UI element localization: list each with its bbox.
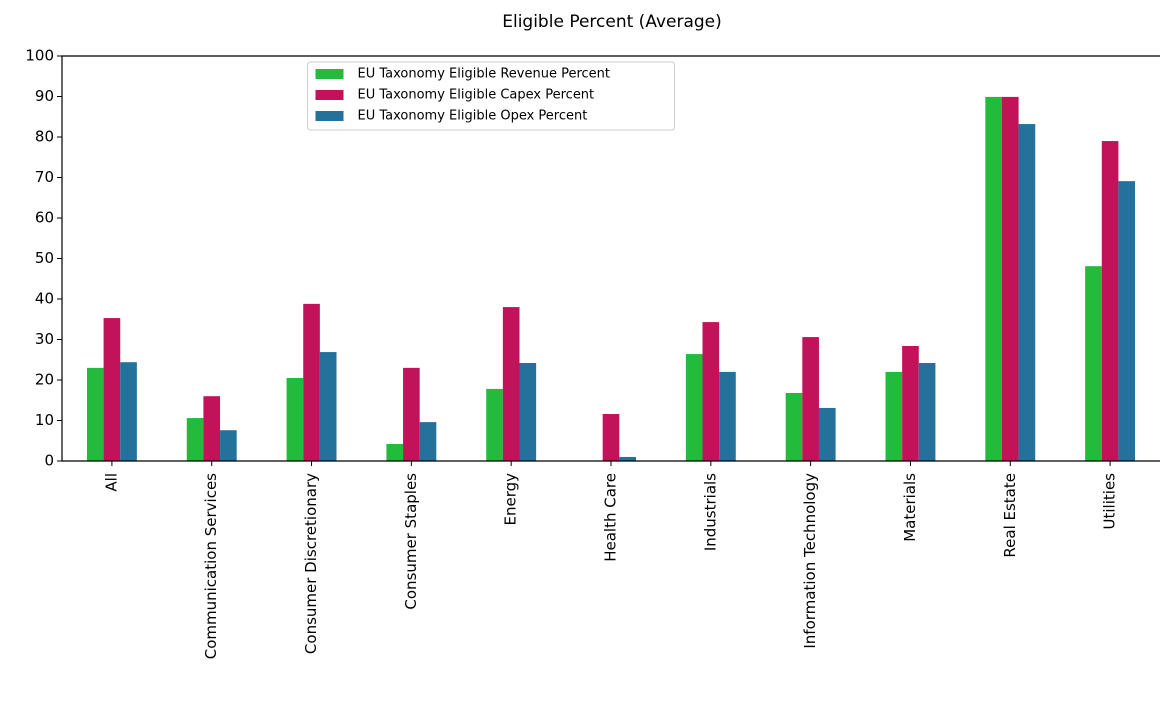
bar: [120, 362, 137, 461]
bar: [985, 96, 1002, 461]
bar: [502, 307, 520, 461]
axes-frame: [61, 55, 1160, 462]
bar: [203, 396, 221, 461]
bar: [685, 354, 703, 461]
legend-box: [307, 61, 675, 131]
bar: [519, 362, 537, 461]
y-tick-label: 20: [35, 371, 54, 389]
bar: [86, 367, 104, 461]
bar: [1001, 96, 1019, 461]
y-tick-label: 0: [44, 452, 54, 470]
x-tick-label: Utilities: [1101, 473, 1119, 530]
bar: [1101, 141, 1119, 462]
bar: [1118, 181, 1136, 461]
x-tick-label: Consumer Staples: [402, 473, 420, 610]
bar: [303, 303, 320, 461]
bar: [719, 371, 736, 461]
legend-label: EU Taxonomy Eligible Opex Percent: [358, 109, 588, 124]
y-tick-label: 100: [25, 47, 54, 65]
bar: [918, 362, 936, 461]
bar: [802, 337, 819, 461]
bar: [885, 371, 903, 461]
y-tick-label: 30: [35, 330, 54, 348]
x-tick-label: Consumer Discretionary: [302, 473, 320, 654]
bar: [602, 414, 620, 461]
bar: [486, 388, 503, 461]
x-tick-label: Energy: [502, 473, 520, 526]
legend-swatch: [315, 69, 344, 79]
bar: [186, 418, 204, 461]
bar: [403, 367, 420, 461]
y-tick-label: 60: [35, 209, 54, 227]
legend-swatch: [315, 90, 344, 100]
y-tick-label: 50: [35, 249, 54, 267]
y-tick-label: 70: [35, 168, 54, 186]
x-tick-label: All: [102, 473, 120, 492]
legend-label: EU Taxonomy Eligible Capex Percent: [358, 88, 595, 103]
y-tick-label: 40: [35, 290, 54, 308]
bar: [220, 430, 237, 461]
bar: [702, 322, 720, 461]
legend-swatch: [315, 111, 344, 121]
bar: [103, 318, 121, 461]
bar: [286, 377, 304, 461]
bar: [1018, 124, 1036, 461]
y-tick-label: 90: [35, 87, 54, 105]
bar: [785, 392, 803, 461]
bar: [1085, 266, 1102, 461]
x-tick-label: Materials: [901, 473, 919, 542]
x-tick-label: Communication Services: [202, 473, 220, 659]
y-tick-label: 10: [35, 411, 54, 429]
bar: [902, 345, 919, 461]
x-tick-label: Health Care: [602, 473, 620, 562]
chart-title: Eligible Percent (Average): [502, 12, 722, 32]
bar: [386, 443, 404, 461]
bar: [818, 407, 836, 461]
bar: [319, 352, 337, 461]
x-tick-label: Real Estate: [1001, 473, 1019, 558]
y-tick-label: 80: [35, 128, 54, 146]
legend-label: EU Taxonomy Eligible Revenue Percent: [358, 67, 611, 82]
x-tick-label: Industrials: [701, 473, 719, 551]
bar: [419, 422, 437, 461]
bar: [619, 456, 636, 461]
x-tick-label: Information Technology: [801, 473, 819, 649]
